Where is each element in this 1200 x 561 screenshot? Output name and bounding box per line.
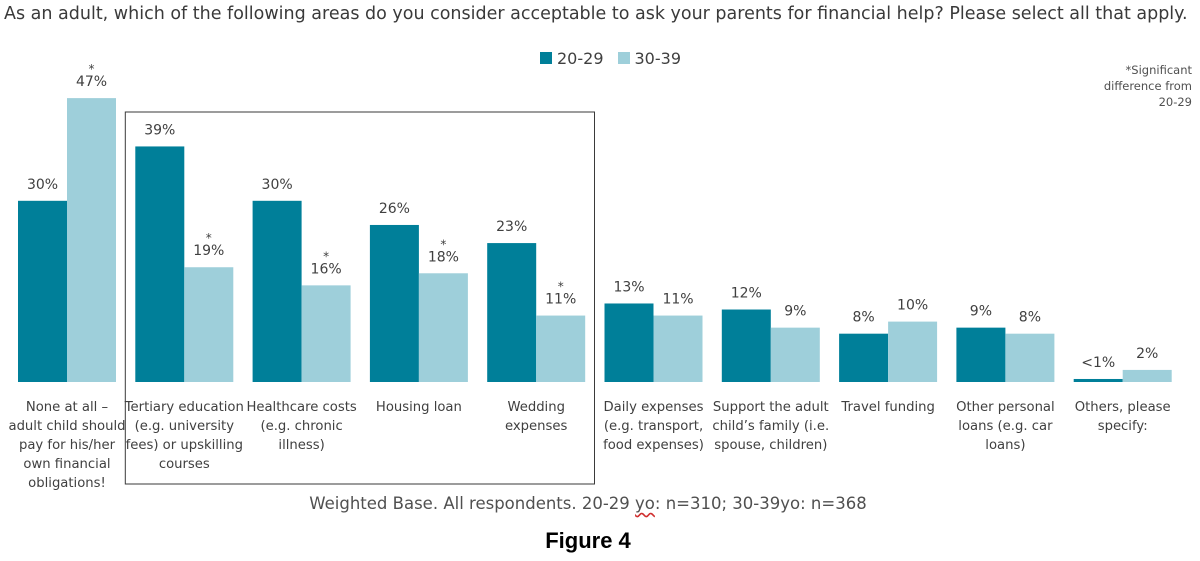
category-label-0: adult child should [8, 419, 125, 434]
data-label-20-29-6: 12% [731, 286, 762, 302]
legend-swatch-30-39 [617, 52, 630, 64]
data-label-20-29-2: 30% [262, 177, 293, 193]
data-label-30-39-3: 18% [428, 249, 459, 265]
bar-20-29-6 [721, 309, 771, 382]
category-label-4: expenses [505, 419, 568, 434]
bar-20-29-1 [135, 146, 185, 382]
category-label-3: Housing loan [376, 400, 462, 415]
data-label-20-29-1: 39% [144, 122, 175, 138]
bar-20-29-0 [18, 200, 67, 382]
data-label-20-29-3: 26% [379, 201, 410, 217]
bar-30-39-7 [888, 321, 938, 382]
category-label-5: Daily expenses [604, 400, 704, 415]
data-label-30-39-0: 47% [76, 74, 107, 90]
data-label-20-29-9: <1% [1081, 355, 1115, 371]
weighted-base-yo: yo [635, 494, 655, 513]
weighted-base-text: Weighted Base. All respondents. 20-29 [309, 494, 636, 513]
bar-20-29-2 [252, 200, 302, 382]
significance-star-0: * [89, 62, 95, 76]
data-label-20-29-4: 23% [496, 219, 527, 235]
legend-item-30-39: 30-39 [617, 48, 682, 68]
bar-20-29-9 [1073, 378, 1123, 382]
data-label-20-29-7: 8% [852, 310, 874, 326]
category-label-1: Tertiary education [124, 400, 244, 415]
category-label-8: loans (e.g. car [958, 419, 1053, 434]
category-label-0: own financial [23, 457, 110, 472]
data-label-30-39-7: 10% [897, 298, 928, 314]
data-label-20-29-0: 30% [27, 177, 58, 193]
significance-note-line: difference from [1103, 79, 1192, 93]
category-label-1: (e.g. university [135, 419, 235, 434]
data-label-30-39-5: 11% [662, 292, 693, 308]
bar-30-39-3 [418, 273, 468, 382]
category-label-0: None at all – [26, 400, 108, 415]
category-label-5: (e.g. transport, [604, 419, 703, 434]
category-label-1: courses [159, 457, 210, 472]
category-label-6: Support the adult [713, 400, 829, 415]
bar-chart: 30%47%*None at all –adult child shouldpa… [8, 62, 1172, 490]
data-label-30-39-2: 16% [311, 261, 342, 277]
significance-star-3: * [440, 237, 446, 251]
bar-30-39-5 [653, 315, 703, 382]
bar-30-39-4 [536, 315, 586, 382]
category-label-2: (e.g. chronic [260, 419, 342, 434]
bar-30-39-2 [301, 285, 351, 382]
figure-caption: Figure 4 [545, 528, 631, 553]
category-label-0: pay for his/her [19, 438, 116, 453]
survey-question: As an adult, which of the following area… [4, 4, 1188, 24]
data-label-30-39-1: 19% [193, 243, 224, 259]
category-label-5: food expenses) [603, 438, 704, 453]
bar-20-29-3 [369, 224, 419, 382]
category-label-8: loans) [985, 438, 1025, 453]
significance-star-2: * [323, 249, 329, 263]
legend-item-20-29: 20-29 [540, 49, 604, 68]
bar-30-39-0 [67, 98, 116, 383]
data-label-30-39-9: 2% [1136, 346, 1158, 362]
significance-star-1: * [206, 231, 212, 245]
significance-star-4: * [558, 280, 564, 294]
legend-swatch-20-29 [540, 52, 552, 64]
bar-30-39-6 [770, 327, 820, 382]
significance-note-line: 20-29 [1158, 95, 1192, 109]
highlight-box [124, 111, 596, 485]
significance-note-line: *Significant [1125, 63, 1192, 77]
category-label-7: Travel funding [840, 400, 935, 415]
legend-label-30-39: 30-39 [634, 48, 682, 68]
category-label-6: child’s family (i.e. [712, 419, 829, 434]
bar-30-39-9 [1122, 369, 1172, 382]
category-label-2: illness) [278, 438, 324, 453]
bar-20-29-7 [839, 333, 889, 382]
chart-legend: 20-29 30-39 [540, 48, 695, 68]
bar-20-29-5 [604, 303, 654, 382]
significance-note: *Significant difference from 20-29 [1082, 62, 1192, 110]
weighted-base-sample: : n=310; 30-39yo: n=368 [654, 494, 867, 513]
data-label-30-39-4: 11% [545, 292, 576, 308]
data-label-30-39-6: 9% [784, 304, 806, 320]
legend-label-20-29: 20-29 [557, 48, 604, 68]
bar-30-39-1 [184, 267, 234, 382]
data-label-30-39-8: 8% [1019, 310, 1041, 326]
bar-20-29-8 [956, 327, 1006, 382]
category-label-9: Others, please [1075, 400, 1171, 415]
weighted-base-note: Weighted Base. All respondents. 20-29 yo… [0, 494, 1176, 513]
category-label-9: specify: [1098, 419, 1148, 434]
bar-30-39-8 [1005, 333, 1055, 382]
data-label-20-29-5: 13% [613, 279, 644, 295]
category-label-4: Wedding [507, 400, 565, 415]
category-label-2: Healthcare costs [246, 400, 356, 415]
bar-20-29-4 [487, 243, 537, 382]
category-label-1: fees) or upskilling [126, 438, 243, 453]
category-label-8: Other personal [956, 400, 1055, 415]
data-label-20-29-8: 9% [970, 304, 992, 320]
category-label-0: obligations! [28, 476, 106, 490]
category-label-6: spouse, children) [714, 438, 827, 453]
